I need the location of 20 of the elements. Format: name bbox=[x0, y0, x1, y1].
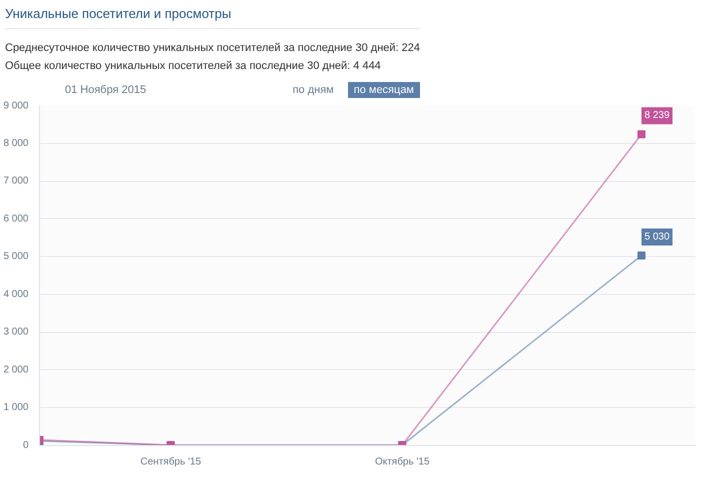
y-tick-label: 2 000 bbox=[3, 364, 29, 376]
text: по дням bbox=[292, 82, 335, 98]
y-tick-label: 6 000 bbox=[3, 213, 29, 224]
x-tick-label: Сентябрь '15 bbox=[140, 456, 202, 468]
y-tick-label: 0 bbox=[22, 440, 29, 451]
data-label: 8 239 bbox=[644, 110, 670, 122]
text: 01 Ноября 2015 bbox=[65, 82, 146, 98]
y-tick-label: 9 000 bbox=[3, 100, 29, 112]
point bbox=[637, 130, 646, 138]
chart-subtitle: Среднесуточное количество уникальных посетителей за последние 30 дней: 224 Общее количество уникальных посетителей за последние 30 дней: 4 444 bbox=[5, 40, 420, 74]
x-tick-label: Октябрь '15 bbox=[374, 456, 430, 468]
y-tick-label: 8 000 bbox=[3, 138, 29, 149]
y-tick-label: 3 000 bbox=[3, 326, 29, 338]
y-tick-label: 5 000 bbox=[3, 251, 29, 262]
y-tick-label: 4 000 bbox=[3, 288, 29, 300]
chart-title: Уникальные посетители и просмотры bbox=[5, 5, 420, 29]
y-tick-label: 1 000 bbox=[3, 402, 29, 414]
text: по месяцам bbox=[348, 82, 420, 98]
data-label: 5 030 bbox=[644, 231, 670, 242]
y-tick-label: 7 000 bbox=[3, 176, 29, 187]
